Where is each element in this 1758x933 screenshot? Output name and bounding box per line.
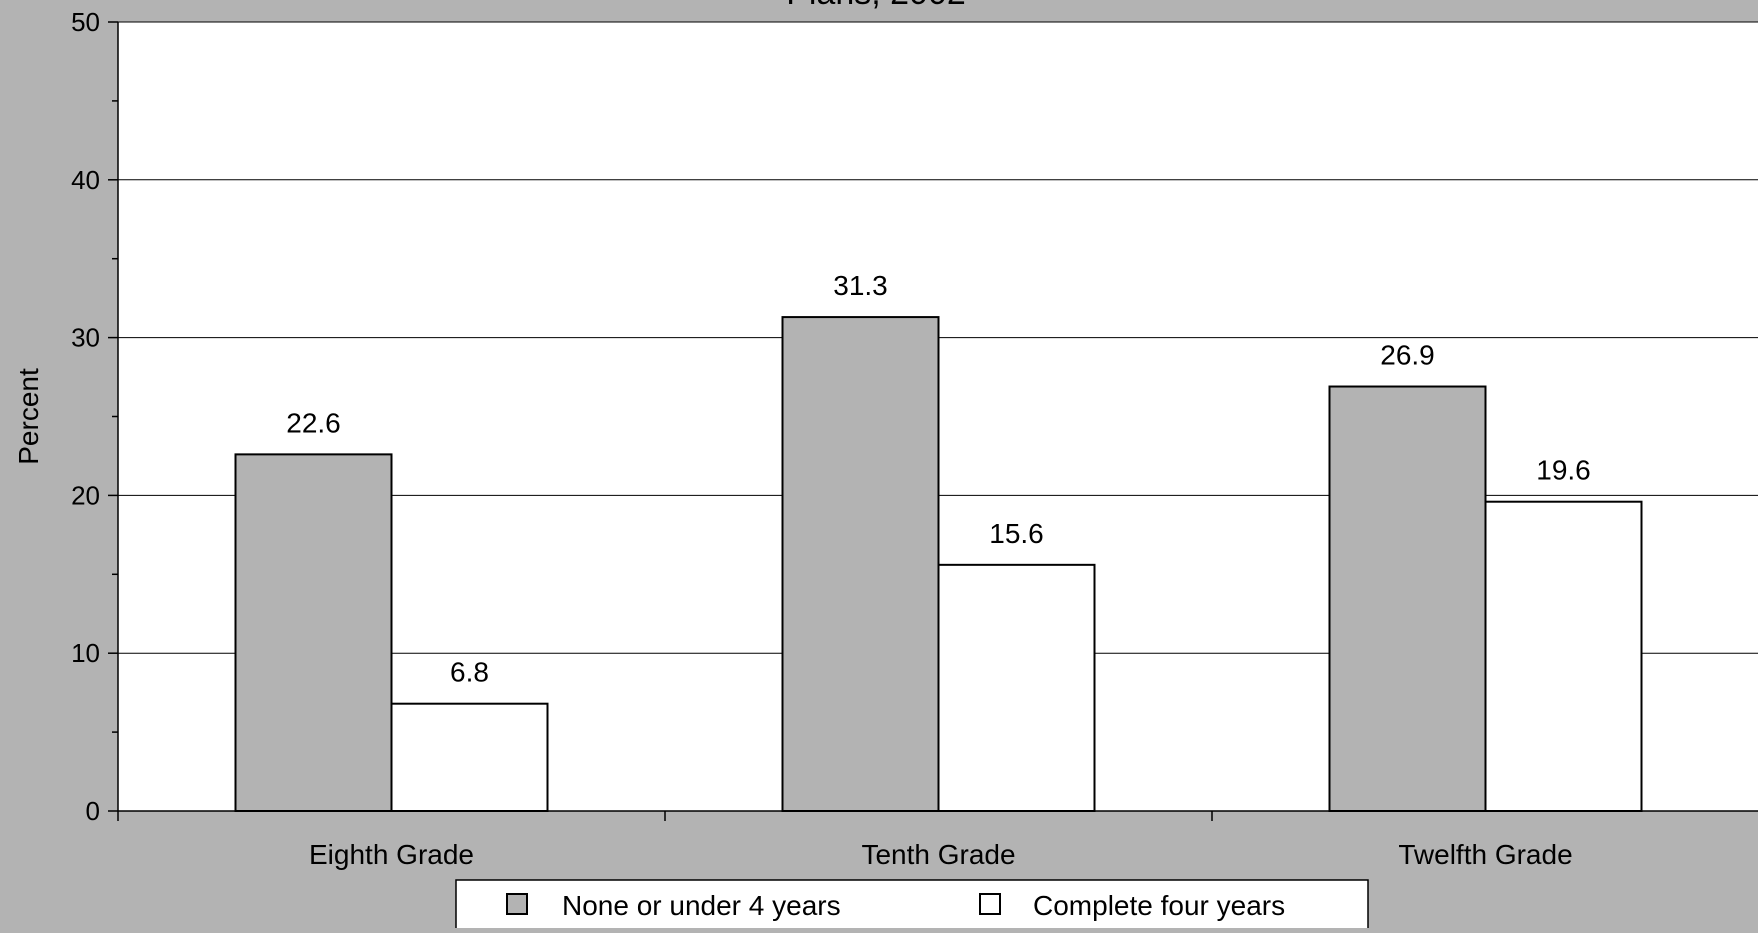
y-tick-label: 20 — [71, 480, 100, 510]
legend-swatch-none-under-4 — [506, 893, 528, 915]
y-tick-label: 40 — [71, 165, 100, 195]
x-tick-label: Tenth Grade — [861, 839, 1015, 870]
y-tick-label: 10 — [71, 638, 100, 668]
chart-title: Plans, 2002 — [786, 0, 966, 12]
y-axis-label: Percent — [13, 368, 44, 465]
y-tick-label: 0 — [86, 796, 100, 826]
legend-swatch-complete-four — [979, 893, 1001, 915]
legend-label: None or under 4 years — [562, 890, 841, 921]
x-tick-label: Eighth Grade — [309, 839, 474, 870]
data-label: 19.6 — [1536, 455, 1591, 486]
bar-complete-four-eighth — [390, 702, 549, 812]
bar-complete-four-twelfth — [1484, 500, 1643, 812]
data-label-bg — [431, 655, 508, 690]
data-label-bg — [822, 269, 899, 304]
y-tick-label: 30 — [71, 323, 100, 353]
bar-none-under-4-tenth — [781, 316, 940, 812]
bar-complete-four-tenth — [937, 563, 1096, 812]
bar-none-under-4-twelfth — [1328, 385, 1487, 812]
legend-label: Complete four years — [1033, 890, 1285, 921]
data-label-bg — [1525, 453, 1602, 488]
y-tick-label: 50 — [71, 7, 100, 37]
legend-box — [455, 879, 1369, 933]
x-tick-label: Twelfth Grade — [1398, 839, 1572, 870]
data-label: 22.6 — [286, 407, 341, 438]
data-label-bg — [275, 406, 352, 441]
data-label: 6.8 — [450, 657, 489, 688]
bar-none-under-4-eighth — [234, 453, 393, 812]
data-label-bg — [1369, 338, 1446, 373]
data-label-bg — [978, 516, 1055, 551]
data-label: 15.6 — [989, 518, 1044, 549]
data-label: 31.3 — [833, 270, 888, 301]
data-label: 26.9 — [1380, 340, 1435, 371]
